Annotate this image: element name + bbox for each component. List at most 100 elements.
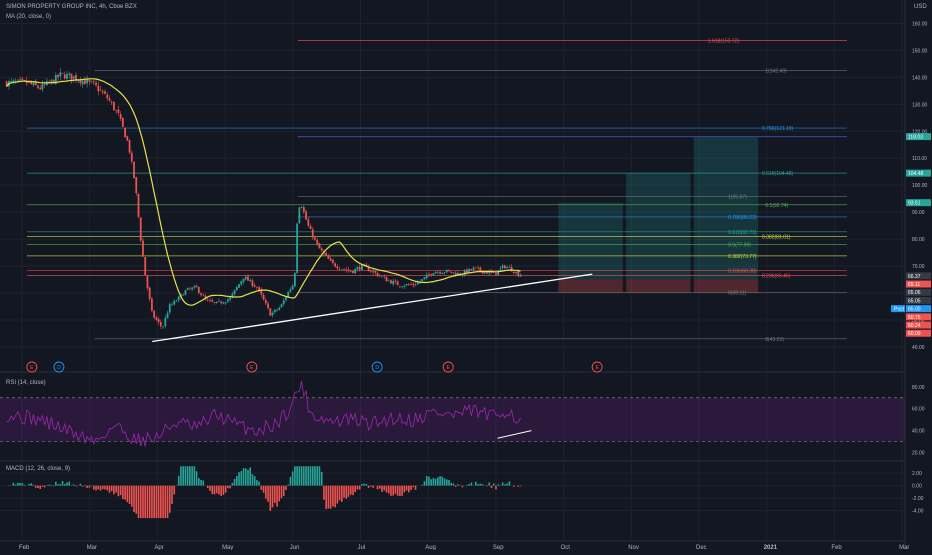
macd-histogram-bar (428, 477, 430, 486)
candle-body (93, 81, 95, 82)
macd-histogram-bar (142, 486, 144, 519)
candle-body (310, 226, 312, 229)
price-tag-label: 104.48 (908, 171, 924, 177)
candle-body (30, 82, 32, 84)
macd-histogram-bar (372, 486, 374, 488)
candle-body (153, 311, 155, 318)
candle-body (370, 271, 372, 272)
fib-label: 1(142.49) (765, 69, 787, 75)
macd-histogram-bar (153, 486, 155, 519)
rsi-indicator-label[interactable]: RSI (14, close) (6, 380, 46, 386)
macd-histogram-bar (86, 486, 88, 488)
time-tick-label: Jun (290, 545, 300, 550)
candle-body (421, 279, 423, 281)
candle-body (207, 300, 209, 301)
currency-label: USD (914, 4, 927, 10)
macd-histogram-bar (305, 466, 307, 485)
candle-body (267, 303, 269, 308)
candle-body (357, 267, 359, 269)
macd-histogram-bar (370, 486, 372, 487)
rsi-band (0, 398, 905, 442)
macd-histogram-bar (33, 485, 35, 486)
time-tick-label: Dec (696, 545, 707, 550)
macd-histogram-bar (97, 486, 99, 490)
macd-histogram-bar (115, 486, 117, 493)
macd-histogram-bar (109, 486, 111, 493)
macd-histogram-bar (410, 486, 412, 490)
ma-indicator-label[interactable]: MA (20, close, 0) (6, 14, 51, 20)
candle-body (182, 295, 184, 296)
macd-histogram-bar (475, 482, 477, 486)
fib-label: 0.618(82.71) (728, 230, 757, 236)
macd-histogram-bar (111, 486, 113, 492)
candle-body (88, 80, 90, 82)
candle-body (493, 272, 495, 273)
candle-body (115, 110, 117, 111)
macd-histogram-bar (220, 486, 222, 496)
event-label: D (375, 365, 379, 371)
candle-body (450, 272, 452, 273)
candle-body (37, 86, 39, 88)
macd-histogram-bar (162, 486, 164, 519)
fib-label: 1.618(153.72) (708, 38, 739, 44)
candle-body (100, 90, 102, 91)
time-tick-label: Nov (628, 545, 639, 550)
macd-histogram-bar (325, 486, 327, 509)
macd-histogram-bar (272, 486, 274, 508)
candle-body (138, 194, 140, 217)
candle-body (200, 293, 202, 295)
macd-histogram-bar (102, 486, 104, 490)
macd-histogram-bar (466, 485, 468, 486)
macd-histogram-bar (191, 466, 193, 485)
macd-histogram-bar (504, 484, 506, 485)
candle-body (477, 268, 479, 269)
candle-body (374, 271, 376, 273)
candle-body (433, 273, 435, 275)
event-label: E (30, 365, 34, 371)
candle-body (272, 313, 274, 315)
macd-histogram-bar (520, 486, 522, 487)
macd-histogram-bar (144, 486, 146, 519)
macd-histogram-bar (254, 476, 256, 486)
macd-histogram-bar (160, 486, 162, 519)
macd-histogram-bar (46, 485, 48, 486)
macd-histogram-bar (299, 466, 301, 485)
candle-body (464, 270, 466, 275)
macd-histogram-bar (513, 486, 515, 487)
macd-histogram-bar (316, 466, 318, 485)
candle-body (97, 86, 99, 92)
macd-histogram-bar (55, 482, 57, 486)
macd-histogram-bar (274, 486, 276, 503)
candle-body (234, 290, 236, 294)
macd-indicator-label[interactable]: MACD (12, 26, close, 9) (6, 466, 70, 472)
candle-body (247, 276, 249, 280)
candle-body (341, 270, 343, 271)
candle-body (294, 273, 296, 286)
macd-histogram-bar (84, 486, 86, 487)
candle-body (296, 224, 298, 273)
macd-histogram-bar (135, 486, 137, 514)
macd-histogram-bar (468, 484, 470, 486)
candle-body (68, 74, 70, 75)
macd-histogram-bar (28, 484, 30, 485)
macd-tick-label: 0.00 (912, 484, 922, 490)
candle-body (12, 81, 14, 82)
candle-body (428, 274, 430, 275)
macd-histogram-bar (196, 471, 198, 485)
price-tick-label: 70.00 (912, 264, 925, 270)
macd-histogram-bar (75, 486, 77, 487)
macd-histogram-bar (453, 484, 455, 486)
macd-histogram-bar (399, 486, 401, 497)
candle-body (390, 280, 392, 283)
macd-histogram-bar (285, 486, 287, 490)
candle-body (220, 302, 222, 304)
price-tag-label: 93.51 (908, 201, 921, 207)
rsi-tick-label: 80.00 (912, 385, 925, 391)
candle-body (314, 237, 316, 239)
macd-histogram-bar (149, 486, 151, 519)
candle-body (202, 295, 204, 296)
candle-body (120, 114, 122, 119)
candle-body (508, 267, 510, 268)
candle-body (439, 272, 441, 273)
candle-body (82, 81, 84, 85)
